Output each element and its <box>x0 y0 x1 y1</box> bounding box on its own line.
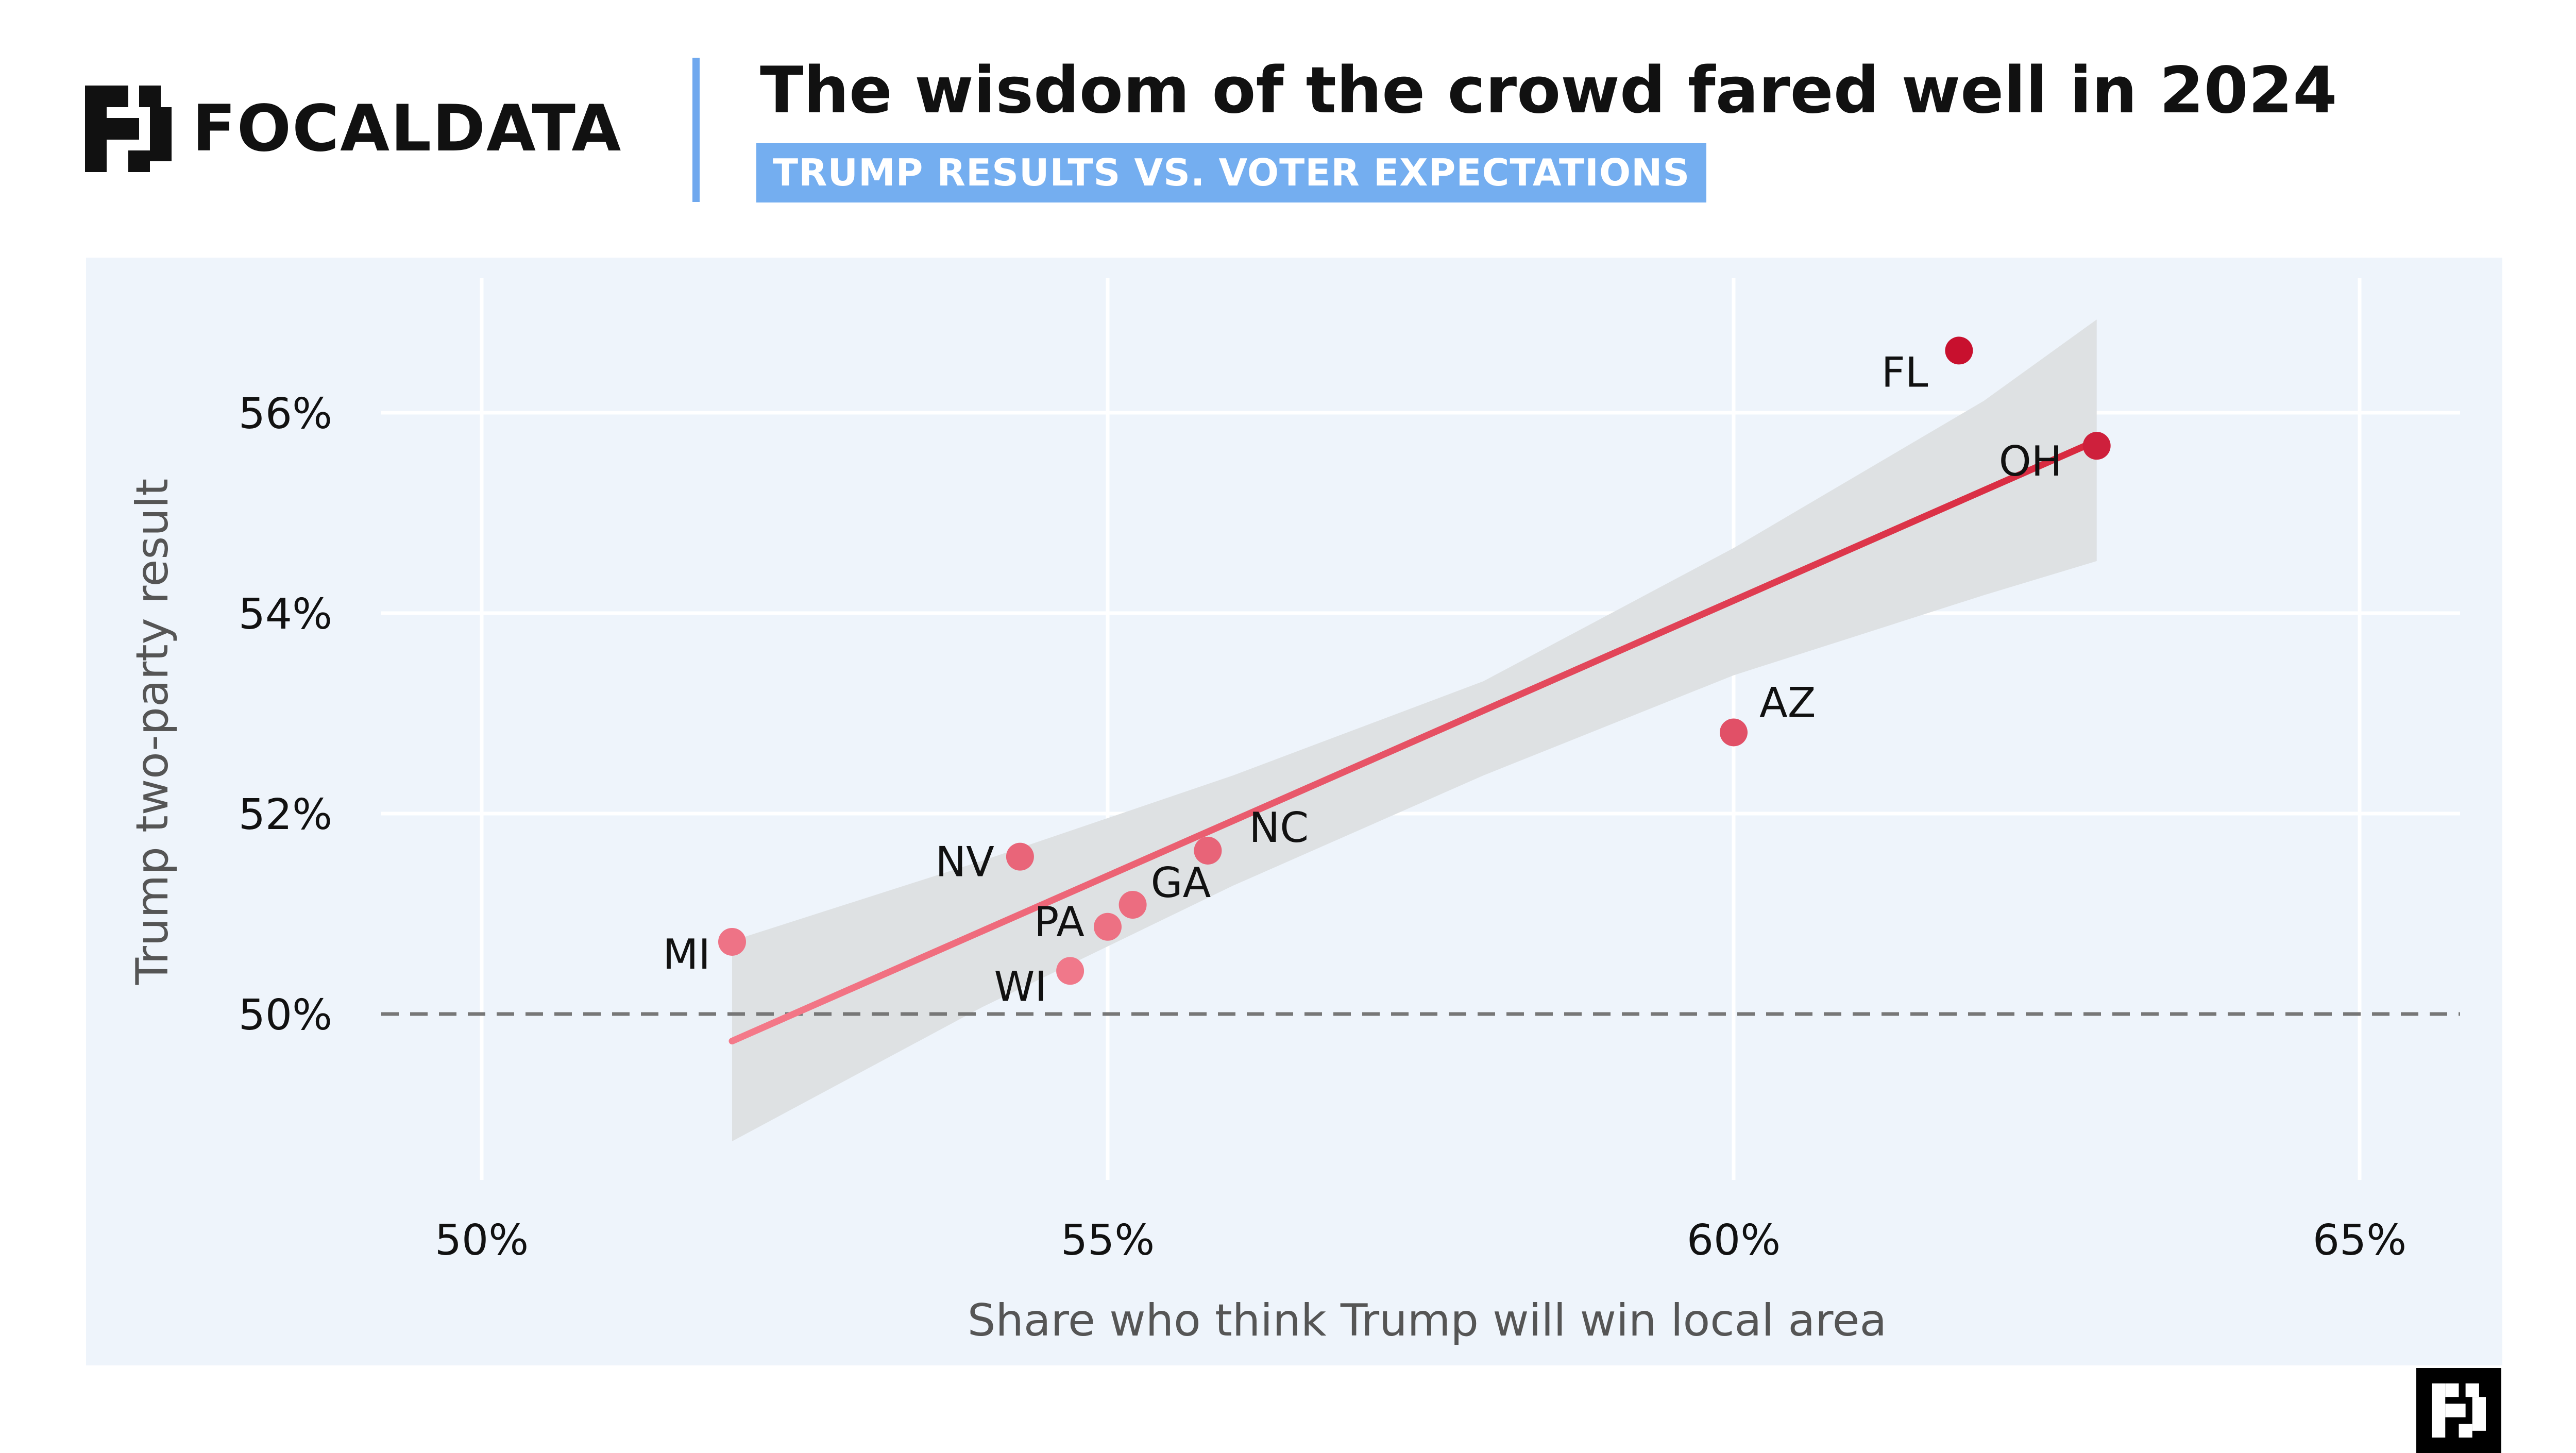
data-point-nv <box>1006 842 1034 871</box>
data-point-oh <box>2082 432 2111 460</box>
y-tick-label: 56% <box>239 390 332 438</box>
point-label-nc: NC <box>1249 804 1309 852</box>
point-label-wi: WI <box>994 962 1047 1010</box>
y-axis-title: Trump two-party result <box>127 479 178 986</box>
x-axis-title: Share who think Trump will win local are… <box>968 1295 1887 1346</box>
x-tick-label: 55% <box>1061 1216 1155 1265</box>
focaldata-small-logo-icon <box>2432 1383 2486 1438</box>
point-label-az: AZ <box>1759 679 1816 727</box>
data-point-az <box>1720 718 1748 747</box>
header-divider <box>692 58 700 202</box>
data-point-mi <box>718 927 746 956</box>
brand-name: FOCALDATA <box>192 92 622 166</box>
y-tick-label: 52% <box>239 790 332 839</box>
brand: FOCALDATA <box>85 77 622 180</box>
point-label-nv: NV <box>935 838 994 886</box>
confidence-band <box>732 319 2097 1141</box>
y-tick-label: 54% <box>239 590 332 639</box>
corner-logo <box>2416 1368 2501 1453</box>
trend-line <box>728 437 2100 1045</box>
x-tick-label: 50% <box>435 1216 529 1265</box>
data-point-wi <box>1056 957 1084 985</box>
chart-subtitle: TRUMP RESULTS VS. VOTER EXPECTATIONS <box>756 143 1707 202</box>
x-tick-label: 60% <box>1687 1216 1781 1265</box>
data-point-pa <box>1094 913 1122 941</box>
data-point-nc <box>1194 836 1222 865</box>
data-point-fl <box>1945 336 1973 365</box>
point-label-fl: FL <box>1882 348 1928 396</box>
y-tick-label: 50% <box>239 991 332 1040</box>
point-label-oh: OH <box>1999 437 2062 485</box>
point-label-mi: MI <box>663 931 710 978</box>
focaldata-logo-icon <box>85 86 172 172</box>
data-point-ga <box>1118 890 1147 919</box>
x-tick-label: 65% <box>2313 1216 2406 1265</box>
header: FOCALDATA The wisdom of the crowd fared … <box>0 0 2576 247</box>
chart-title: The wisdom of the crowd fared well in 20… <box>760 54 2337 128</box>
point-label-ga: GA <box>1151 859 1211 907</box>
point-label-pa: PA <box>1034 898 1084 946</box>
